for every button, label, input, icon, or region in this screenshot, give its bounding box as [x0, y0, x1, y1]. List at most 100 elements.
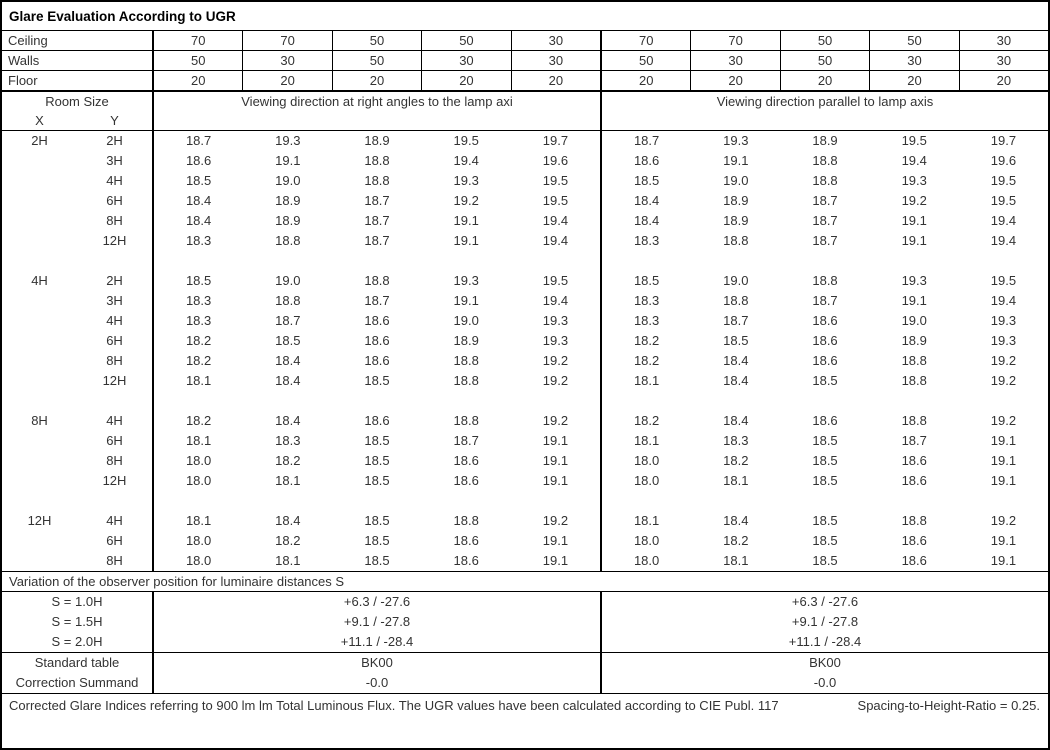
- ugr-value: 18.5: [364, 533, 390, 548]
- spacer-cell: [243, 391, 332, 411]
- table-title-row: Glare Evaluation According to UGR: [2, 2, 1048, 30]
- surface-label: Walls: [8, 53, 40, 68]
- ugr-value: 19.7: [542, 133, 569, 148]
- ugr-value: 18.8: [364, 273, 390, 288]
- spacer-cell: [152, 491, 243, 511]
- ugr-value: 19.3: [990, 313, 1017, 328]
- variation-value-left: +11.1 / -28.4: [152, 632, 600, 652]
- ugr-value: 18.2: [152, 411, 243, 431]
- surface-row: Walls 50 30 50 30 30 50 30 50 30 30: [2, 50, 1048, 70]
- summary-value-left: -0.0: [152, 673, 600, 693]
- room-y-label: 6H: [106, 433, 123, 448]
- ugr-value: 18.0: [152, 551, 243, 571]
- ugr-value: 18.7: [723, 313, 749, 328]
- room-x-label: [2, 371, 77, 391]
- summary-value-right: BK00: [600, 653, 1048, 673]
- spacer-cell: [152, 251, 243, 271]
- surface-reflectance-section: Ceiling 70 70 50 50 30 70 70 50 50 30 Walls 50 30 50 30…: [2, 30, 1048, 90]
- observer-variation-section: S = 1.0H +6.3 / -27.6 +6.3 / -27.6 S = 1.5H…: [2, 591, 1048, 652]
- ugr-value: 18.1: [600, 431, 691, 451]
- reflectance-value: 50: [600, 51, 690, 70]
- ugr-value: 19.1: [542, 553, 569, 568]
- ugr-value: 18.3: [152, 291, 243, 311]
- ugr-value: 18.6: [364, 333, 390, 348]
- ugr-value: 19.0: [275, 273, 301, 288]
- surface-label: Ceiling: [8, 33, 48, 48]
- ugr-value: 19.0: [901, 313, 927, 328]
- spacer-cell: [77, 391, 152, 411]
- ugr-value: 18.1: [152, 511, 243, 531]
- room-size-header: Room Size X Y: [2, 92, 152, 130]
- ugr-value: 18.7: [901, 433, 927, 448]
- ugr-value: 18.3: [152, 311, 243, 331]
- room-x-label: [2, 531, 77, 551]
- ugr-value: 18.0: [600, 531, 691, 551]
- ugr-row: 8H 18.0 18.1 18.5 18.6 19.1 18.0 18.1 18.5 18.6 19…: [2, 551, 1048, 571]
- room-y-label: 4H: [106, 173, 123, 188]
- ugr-value: 19.5: [901, 133, 927, 148]
- ugr-value: 18.5: [275, 333, 301, 348]
- room-x-label: [2, 551, 77, 571]
- spacer-cell: [600, 251, 691, 271]
- ugr-value: 18.4: [275, 413, 301, 428]
- ugr-value: 19.1: [901, 293, 927, 308]
- ugr-value: 19.3: [542, 313, 569, 328]
- ugr-value: 18.8: [812, 173, 838, 188]
- ugr-value: 19.3: [901, 173, 927, 188]
- reflectance-value: 50: [869, 31, 958, 50]
- distance-label: S = 2.0H: [51, 634, 103, 649]
- ugr-value: 19.2: [542, 513, 569, 528]
- reflectance-value: 30: [510, 51, 600, 70]
- ugr-value: 19.1: [542, 533, 569, 548]
- ugr-value: 18.0: [152, 471, 243, 491]
- spacer-cell: [2, 251, 77, 271]
- ugr-value: 18.2: [152, 351, 243, 371]
- surface-label: Floor: [8, 73, 38, 88]
- room-y-label: 8H: [106, 213, 123, 228]
- room-x-label: 12H: [27, 513, 52, 528]
- ugr-value: 18.7: [364, 213, 390, 228]
- x-column-label: X: [35, 113, 44, 128]
- ugr-value: 18.2: [723, 453, 749, 468]
- ugr-value: 19.1: [453, 213, 479, 228]
- ugr-value: 19.0: [723, 173, 749, 188]
- room-y-label: 6H: [106, 333, 123, 348]
- ugr-value: 18.8: [901, 413, 927, 428]
- variation-value-right: +9.1 / -27.8: [600, 612, 1048, 632]
- spacer-cell: [870, 391, 959, 411]
- ugr-value: 18.2: [600, 411, 691, 431]
- spacer-cell: [870, 251, 959, 271]
- ugr-value: 18.7: [812, 213, 838, 228]
- ugr-value: 18.7: [364, 233, 390, 248]
- summary-section: Standard table BK00 BK00 Correction Summand…: [2, 652, 1048, 693]
- spacer-cell: [77, 491, 152, 511]
- summary-value-left: BK00: [152, 653, 600, 673]
- reflectance-value: 20: [600, 71, 690, 90]
- ugr-value: 18.4: [600, 211, 691, 231]
- summary-row: Standard table BK00 BK00: [2, 653, 1048, 673]
- ugr-value: 19.1: [901, 233, 927, 248]
- ugr-value: 18.1: [152, 431, 243, 451]
- ugr-value: 18.5: [600, 271, 691, 291]
- ugr-value: 18.5: [152, 271, 243, 291]
- ugr-value: 18.5: [364, 553, 390, 568]
- ugr-value: 18.9: [364, 133, 390, 148]
- ugr-value: 19.1: [990, 473, 1017, 488]
- ugr-value: 19.1: [901, 213, 927, 228]
- ugr-value: 18.5: [152, 171, 243, 191]
- ugr-value: 18.3: [600, 291, 691, 311]
- ugr-value: 18.0: [152, 531, 243, 551]
- room-x-label: [2, 331, 77, 351]
- ugr-value: 18.6: [364, 313, 390, 328]
- ugr-row: 12H 4H 18.1 18.4 18.5 18.8 19.2 18.1 18.4 18.5 18.…: [2, 511, 1048, 531]
- ugr-value: 18.4: [275, 373, 301, 388]
- ugr-row: 3H 18.6 19.1 18.8 19.4 19.6 18.6 19.1 18.8 19.4 19…: [2, 151, 1048, 171]
- ugr-value: 19.3: [453, 273, 479, 288]
- room-x-label: 8H: [31, 413, 48, 428]
- reflectance-value: 30: [510, 31, 600, 50]
- variation-value-left: +9.1 / -27.8: [152, 612, 600, 632]
- reflectance-value: 70: [152, 31, 242, 50]
- ugr-value: 19.0: [453, 313, 479, 328]
- spacer-cell: [2, 391, 77, 411]
